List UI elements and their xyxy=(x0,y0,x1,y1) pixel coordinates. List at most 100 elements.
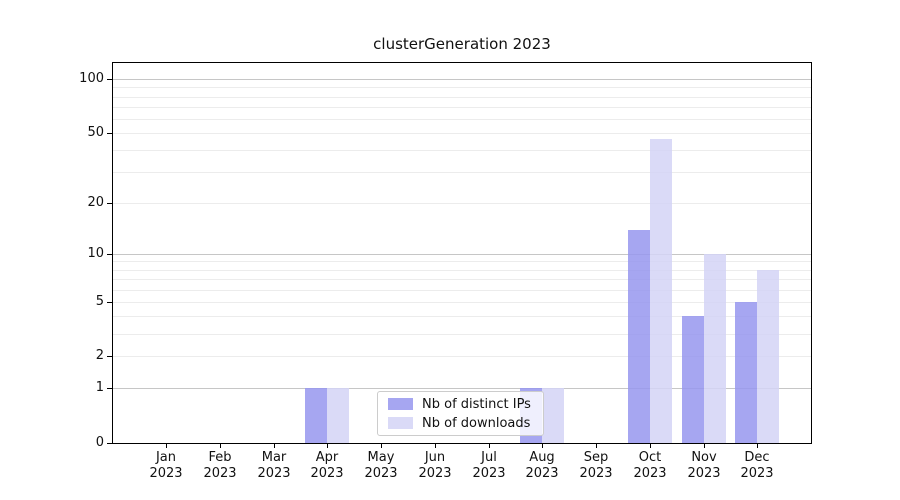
x-axis-tick xyxy=(220,444,221,448)
legend-item: Nb of downloads xyxy=(388,416,543,431)
x-tick-label: Aug 2023 xyxy=(510,450,574,482)
x-tick-month: Oct xyxy=(638,450,662,465)
y-axis-tick xyxy=(107,254,112,255)
gridline-minor xyxy=(113,202,811,204)
x-tick-label: Jun 2023 xyxy=(403,450,467,482)
x-axis-tick xyxy=(327,444,328,448)
legend-label: Nb of distinct IPs xyxy=(422,396,531,412)
y-axis-tick xyxy=(107,133,112,134)
gridline-minor xyxy=(113,269,811,271)
x-tick-year: 2023 xyxy=(472,466,506,481)
gridline-minor xyxy=(113,316,811,318)
gridline-minor xyxy=(113,261,811,263)
x-tick-year: 2023 xyxy=(310,466,344,481)
x-tick-month: May xyxy=(367,450,395,465)
y-tick-label: 5 xyxy=(95,294,104,309)
bar-downloads xyxy=(542,388,564,443)
y-tick-label: 50 xyxy=(87,125,104,140)
gridline-minor xyxy=(113,118,811,120)
bar-distinct-ips xyxy=(735,302,757,443)
gridline-minor xyxy=(113,289,811,291)
x-axis-tick xyxy=(166,444,167,448)
gridline-minor xyxy=(113,279,811,281)
x-tick-month: Sep xyxy=(583,450,609,465)
x-tick-year: 2023 xyxy=(579,466,613,481)
y-axis-tick xyxy=(107,302,112,303)
x-tick-month: Jul xyxy=(481,450,497,465)
x-tick-label: Dec 2023 xyxy=(725,450,789,482)
gridline-minor xyxy=(113,87,811,89)
x-axis-tick xyxy=(489,444,490,448)
legend-item: Nb of distinct IPs xyxy=(388,397,543,412)
x-axis-tick xyxy=(435,444,436,448)
x-axis-tick xyxy=(596,444,597,448)
legend-label: Nb of downloads xyxy=(422,415,531,431)
gridline-minor xyxy=(113,133,811,135)
gridline-minor xyxy=(113,356,811,358)
gridline-minor xyxy=(113,106,811,108)
bar-distinct-ips xyxy=(305,388,327,443)
x-axis-tick xyxy=(542,444,543,448)
gridline-major xyxy=(113,253,811,255)
x-tick-year: 2023 xyxy=(687,466,721,481)
y-tick-label: 20 xyxy=(87,195,104,210)
x-tick-label: Jul 2023 xyxy=(457,450,521,482)
gridline-minor xyxy=(113,333,811,335)
x-tick-label: Sep 2023 xyxy=(564,450,628,482)
x-tick-month: Mar xyxy=(261,450,287,465)
y-tick-label: 0 xyxy=(95,435,104,450)
x-tick-year: 2023 xyxy=(257,466,291,481)
x-tick-year: 2023 xyxy=(418,466,452,481)
x-tick-year: 2023 xyxy=(633,466,667,481)
bar-downloads xyxy=(327,388,349,443)
bar-downloads xyxy=(757,270,779,443)
y-axis-tick xyxy=(107,388,112,389)
x-tick-year: 2023 xyxy=(525,466,559,481)
y-axis-tick xyxy=(107,443,112,444)
gridline-minor xyxy=(113,301,811,303)
x-tick-month: Aug xyxy=(529,450,555,465)
x-tick-month: Dec xyxy=(744,450,770,465)
bar-downloads xyxy=(704,254,726,443)
x-tick-year: 2023 xyxy=(364,466,398,481)
x-tick-label: Nov 2023 xyxy=(672,450,736,482)
bar-downloads xyxy=(650,139,672,443)
y-tick-label: 10 xyxy=(87,246,104,261)
gridline-major xyxy=(113,79,811,81)
chart-title: clusterGeneration 2023 xyxy=(373,35,551,53)
x-tick-label: Oct 2023 xyxy=(618,450,682,482)
y-tick-label: 100 xyxy=(79,71,104,86)
x-tick-month: Jan xyxy=(155,450,177,465)
plot-area xyxy=(112,62,812,444)
x-tick-label: May 2023 xyxy=(349,450,413,482)
x-axis-tick xyxy=(704,444,705,448)
y-axis-tick xyxy=(107,356,112,357)
x-axis-tick xyxy=(274,444,275,448)
gridline-minor xyxy=(113,96,811,98)
x-tick-label: Mar 2023 xyxy=(242,450,306,482)
x-tick-label: Apr 2023 xyxy=(295,450,359,482)
x-tick-month: Nov xyxy=(691,450,717,465)
gridline-major xyxy=(113,388,811,390)
bar-distinct-ips xyxy=(682,316,704,443)
gridline-minor xyxy=(113,172,811,174)
x-tick-year: 2023 xyxy=(149,466,183,481)
x-tick-year: 2023 xyxy=(203,466,237,481)
x-tick-year: 2023 xyxy=(740,466,774,481)
x-axis-tick xyxy=(650,444,651,448)
x-tick-month: Feb xyxy=(208,450,232,465)
y-axis-tick xyxy=(107,203,112,204)
x-axis-tick xyxy=(757,444,758,448)
bar-distinct-ips xyxy=(628,230,650,443)
y-tick-label: 1 xyxy=(95,380,104,395)
gridline-minor xyxy=(113,150,811,152)
legend-box: Nb of distinct IPs Nb of downloads xyxy=(377,391,544,436)
x-tick-label: Jan 2023 xyxy=(134,450,198,482)
x-tick-month: Jun xyxy=(424,450,446,465)
legend-swatch-distinct-ips xyxy=(388,398,413,410)
x-axis-tick xyxy=(381,444,382,448)
y-axis-tick xyxy=(107,79,112,80)
x-tick-label: Feb 2023 xyxy=(188,450,252,482)
x-tick-month: Apr xyxy=(315,450,339,465)
